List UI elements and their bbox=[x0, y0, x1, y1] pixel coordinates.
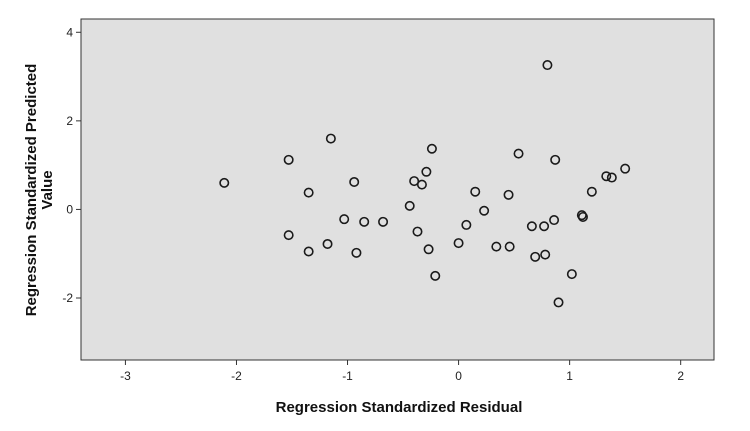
y-axis-title-line-2: Value bbox=[39, 170, 56, 209]
data-point bbox=[542, 60, 553, 71]
data-point bbox=[283, 230, 294, 241]
data-point bbox=[526, 221, 537, 232]
data-point bbox=[430, 270, 441, 281]
y-axis-title: Regression Standardized Predicted Value bbox=[23, 64, 56, 317]
data-point bbox=[325, 133, 336, 144]
data-point bbox=[601, 171, 612, 182]
x-tick-label: -1 bbox=[342, 369, 353, 383]
data-point bbox=[549, 215, 560, 226]
data-point bbox=[577, 211, 588, 222]
data-point bbox=[219, 177, 230, 188]
x-tick-label: -3 bbox=[120, 369, 131, 383]
y-axis: -2 0 2 4 bbox=[62, 25, 81, 305]
data-point bbox=[404, 200, 415, 211]
data-point bbox=[409, 176, 420, 187]
x-axis: -3 -2 -1 0 1 2 bbox=[120, 360, 684, 383]
data-point bbox=[453, 238, 464, 249]
data-point bbox=[349, 176, 360, 187]
data-points bbox=[219, 60, 631, 308]
data-point bbox=[416, 179, 427, 190]
data-point bbox=[479, 205, 490, 216]
y-tick-label: 2 bbox=[66, 114, 73, 128]
data-point bbox=[553, 297, 564, 308]
x-tick-label: -2 bbox=[231, 369, 242, 383]
x-tick-label: 1 bbox=[566, 369, 573, 383]
data-point bbox=[540, 249, 551, 260]
data-point bbox=[504, 241, 515, 252]
data-point bbox=[491, 241, 502, 252]
data-point bbox=[339, 214, 350, 225]
data-point bbox=[470, 186, 481, 197]
data-point bbox=[550, 154, 561, 165]
y-tick-label: 4 bbox=[66, 25, 73, 39]
y-axis-title-line-1: Regression Standardized Predicted bbox=[23, 64, 40, 317]
data-point bbox=[503, 189, 514, 200]
x-tick-label: 0 bbox=[455, 369, 462, 383]
data-point bbox=[421, 166, 432, 177]
data-point bbox=[322, 238, 333, 249]
data-point bbox=[566, 269, 577, 280]
data-point bbox=[620, 163, 631, 174]
data-point bbox=[530, 251, 541, 262]
data-point bbox=[303, 246, 314, 257]
x-tick-label: 2 bbox=[677, 369, 684, 383]
data-point bbox=[378, 216, 389, 227]
data-point bbox=[303, 187, 314, 198]
data-point bbox=[423, 244, 434, 255]
data-point bbox=[359, 216, 370, 227]
data-point bbox=[461, 219, 472, 230]
plot-area bbox=[80, 18, 715, 361]
data-point bbox=[513, 148, 524, 159]
data-point bbox=[351, 247, 362, 258]
y-tick-label: -2 bbox=[62, 291, 73, 305]
data-point bbox=[412, 226, 423, 237]
data-point bbox=[426, 143, 437, 154]
data-point bbox=[586, 186, 597, 197]
data-point bbox=[606, 172, 617, 183]
data-point bbox=[539, 221, 550, 232]
y-tick-label: 0 bbox=[66, 202, 73, 216]
x-axis-title: Regression Standardized Residual bbox=[276, 399, 523, 416]
data-point bbox=[283, 154, 294, 165]
